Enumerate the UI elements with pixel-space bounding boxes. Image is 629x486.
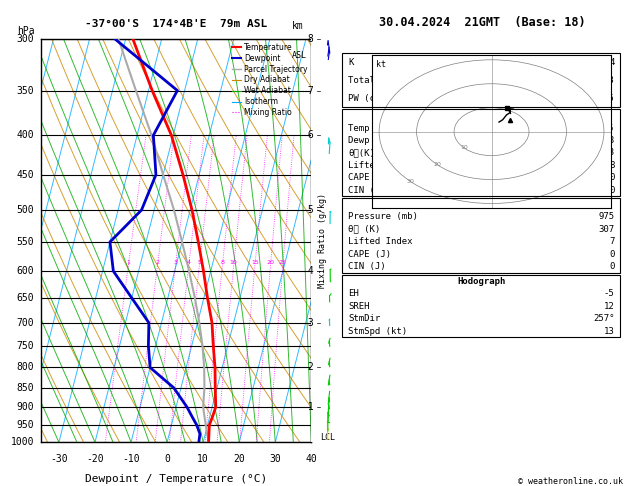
Text: -5: -5: [604, 289, 615, 298]
Text: 600: 600: [16, 266, 34, 276]
Text: 4: 4: [609, 57, 615, 67]
Bar: [342, 275, 620, 337]
Text: 700: 700: [16, 318, 34, 328]
Text: 350: 350: [16, 86, 34, 96]
Text: 25: 25: [279, 260, 287, 265]
Text: 43: 43: [604, 76, 615, 85]
Text: 307: 307: [598, 225, 615, 234]
Text: Temp (°C): Temp (°C): [348, 123, 397, 133]
Text: LCL: LCL: [320, 433, 335, 442]
Text: 0: 0: [609, 173, 615, 182]
Text: 20: 20: [267, 260, 274, 265]
Text: -1: -1: [302, 402, 314, 412]
Text: 550: 550: [16, 237, 34, 247]
Text: Pressure (mb): Pressure (mb): [348, 212, 418, 221]
Text: 7: 7: [609, 237, 615, 246]
Text: -6: -6: [302, 130, 314, 140]
Text: 11.5: 11.5: [593, 123, 615, 133]
Text: 1: 1: [126, 260, 130, 265]
Text: CAPE (J): CAPE (J): [348, 173, 391, 182]
Bar: [342, 53, 620, 107]
Text: 303: 303: [598, 148, 615, 157]
Text: hPa: hPa: [17, 26, 35, 36]
Text: CIN (J): CIN (J): [348, 186, 386, 194]
Text: 8: 8: [609, 161, 615, 170]
Text: 400: 400: [16, 130, 34, 140]
Text: 300: 300: [16, 34, 34, 44]
Text: 8.8: 8.8: [598, 136, 615, 145]
Text: 950: 950: [16, 420, 34, 430]
Text: Hodograph: Hodograph: [457, 277, 506, 286]
Text: Dewp (°C): Dewp (°C): [348, 136, 397, 145]
Text: 40: 40: [306, 454, 317, 464]
Legend: Temperature, Dewpoint, Parcel Trajectory, Dry Adiabat, Wet Adiabat, Isotherm, Mi: Temperature, Dewpoint, Parcel Trajectory…: [232, 43, 308, 117]
Text: 750: 750: [16, 341, 34, 351]
Text: 850: 850: [16, 383, 34, 393]
Text: 13: 13: [604, 327, 615, 336]
Text: θᴇ(K): θᴇ(K): [348, 148, 375, 157]
Text: 10: 10: [198, 454, 209, 464]
Text: -8: -8: [302, 34, 314, 44]
Text: Surface: Surface: [462, 111, 500, 120]
Text: 450: 450: [16, 170, 34, 180]
Text: 3: 3: [174, 260, 177, 265]
Text: 5: 5: [198, 260, 201, 265]
Text: 30: 30: [269, 454, 281, 464]
Text: 30.04.2024  21GMT  (Base: 18): 30.04.2024 21GMT (Base: 18): [379, 16, 586, 29]
Text: -37°00'S  174°4B'E  79m ASL: -37°00'S 174°4B'E 79m ASL: [85, 19, 267, 29]
Text: 12: 12: [604, 302, 615, 311]
Text: Totals Totals: Totals Totals: [348, 76, 418, 85]
Text: -4: -4: [302, 266, 314, 276]
Text: -5: -5: [302, 205, 314, 215]
Text: Most Unstable: Most Unstable: [447, 200, 516, 209]
Bar: [342, 198, 620, 273]
Text: 0: 0: [609, 250, 615, 259]
Text: 0: 0: [609, 262, 615, 271]
Text: K: K: [348, 57, 353, 67]
Text: 10: 10: [230, 260, 238, 265]
Text: 15: 15: [251, 260, 259, 265]
Text: 20: 20: [233, 454, 245, 464]
Text: 2: 2: [155, 260, 160, 265]
Text: CIN (J): CIN (J): [348, 262, 386, 271]
Text: 1.36: 1.36: [593, 94, 615, 103]
Text: 1000: 1000: [11, 437, 34, 447]
Text: EH: EH: [348, 289, 359, 298]
Text: StmSpd (kt): StmSpd (kt): [348, 327, 408, 336]
Text: -7: -7: [302, 86, 314, 96]
Text: 0: 0: [164, 454, 170, 464]
Text: -2: -2: [302, 363, 314, 372]
Text: ASL: ASL: [292, 51, 306, 60]
Text: 800: 800: [16, 363, 34, 372]
Text: 8: 8: [220, 260, 225, 265]
Text: Dewpoint / Temperature (°C): Dewpoint / Temperature (°C): [85, 473, 267, 484]
Text: 257°: 257°: [593, 314, 615, 323]
Text: PW (cm): PW (cm): [348, 94, 386, 103]
Text: θᴇ (K): θᴇ (K): [348, 225, 381, 234]
Text: -10: -10: [122, 454, 140, 464]
Bar: [342, 109, 620, 196]
Text: 4: 4: [187, 260, 191, 265]
Text: -3: -3: [302, 318, 314, 328]
Text: 500: 500: [16, 205, 34, 215]
Text: StmDir: StmDir: [348, 314, 381, 323]
Text: CAPE (J): CAPE (J): [348, 250, 391, 259]
Text: © weatheronline.co.uk: © weatheronline.co.uk: [518, 476, 623, 486]
Text: Lifted Index: Lifted Index: [348, 237, 413, 246]
Text: 900: 900: [16, 402, 34, 412]
Text: -20: -20: [86, 454, 104, 464]
Text: Lifted Index: Lifted Index: [348, 161, 413, 170]
Text: 0: 0: [609, 186, 615, 194]
Text: 650: 650: [16, 293, 34, 303]
Text: SREH: SREH: [348, 302, 370, 311]
Text: km: km: [292, 21, 303, 31]
Text: Mixing Ratio (g/kg): Mixing Ratio (g/kg): [318, 193, 327, 288]
Text: 975: 975: [598, 212, 615, 221]
Text: -30: -30: [50, 454, 68, 464]
